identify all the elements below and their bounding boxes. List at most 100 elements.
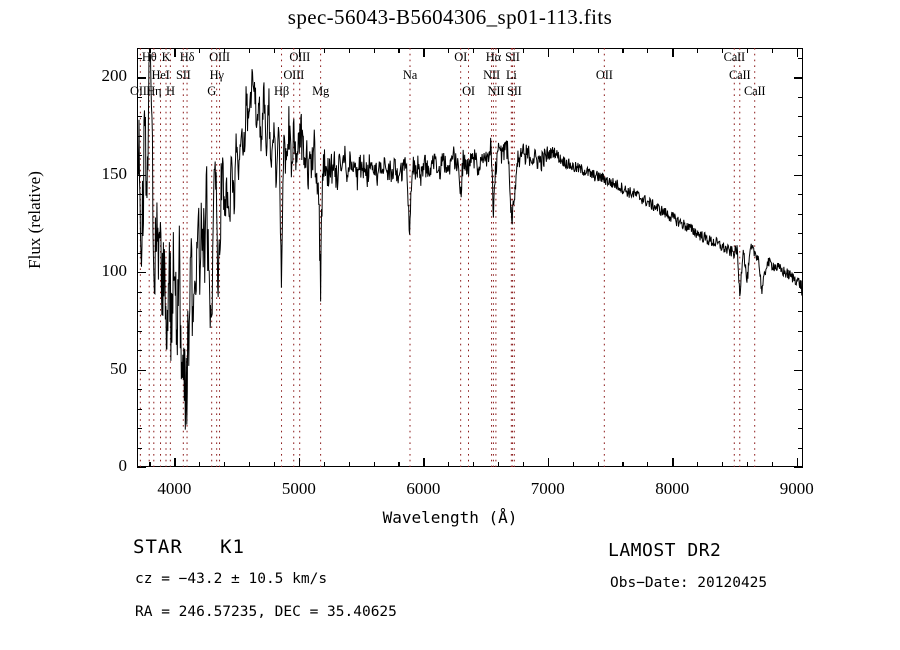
y-minor-tick-right: [798, 330, 803, 332]
line-marker-label: NII: [483, 68, 500, 82]
x-minor-tick: [522, 462, 524, 467]
x-minor-tick: [224, 462, 226, 467]
x-minor-tick: [398, 462, 400, 467]
x-minor-tick: [323, 462, 325, 467]
x-minor-tick-top: [398, 48, 400, 53]
line-marker-label: K: [161, 50, 171, 64]
y-minor-tick: [137, 116, 142, 118]
line-marker-label: H: [165, 84, 175, 98]
footer-object-class: STAR K1: [133, 536, 245, 558]
y-major-tick: [137, 272, 146, 274]
x-minor-tick-top: [572, 48, 574, 53]
x-minor-tick: [473, 462, 475, 467]
line-marker-label: Li: [505, 68, 517, 82]
footer-coordinates: RA = 246.57235, DEC = 35.40625: [135, 604, 397, 620]
y-tick-label: 50: [110, 358, 127, 378]
x-major-tick: [423, 458, 425, 467]
object-class-value: STAR: [133, 536, 183, 558]
line-marker-label: OIII: [130, 84, 151, 98]
spectrum-canvas: [137, 48, 803, 467]
y-minor-tick: [137, 447, 142, 449]
y-major-tick: [137, 174, 146, 176]
y-minor-tick: [137, 57, 142, 59]
x-minor-tick-top: [647, 48, 649, 53]
y-minor-tick: [137, 194, 142, 196]
x-minor-tick: [722, 462, 724, 467]
y-minor-tick-right: [798, 389, 803, 391]
y-minor-tick-right: [798, 57, 803, 59]
y-minor-tick-right: [798, 116, 803, 118]
line-marker-label: OI: [454, 50, 468, 64]
x-minor-tick-top: [622, 48, 624, 53]
x-minor-tick-top: [448, 48, 450, 53]
y-minor-tick: [137, 389, 142, 391]
y-minor-tick: [137, 233, 142, 235]
y-minor-tick-right: [798, 447, 803, 449]
y-minor-tick-right: [798, 233, 803, 235]
line-marker-label: OI: [462, 84, 475, 98]
y-major-tick-right: [794, 174, 803, 176]
y-minor-tick: [137, 428, 142, 430]
line-marker-label: Hδ: [179, 50, 195, 64]
x-major-tick-top: [174, 48, 176, 57]
y-minor-tick: [137, 135, 142, 137]
y-minor-tick: [137, 213, 142, 215]
line-marker-label: CaII: [723, 50, 746, 64]
footer-redshift-velocity: cz = −43.2 ± 10.5 km/s: [135, 571, 328, 587]
x-minor-tick-top: [348, 48, 350, 53]
y-minor-tick-right: [798, 155, 803, 157]
line-marker-label: G: [207, 84, 217, 98]
x-minor-tick: [572, 462, 574, 467]
x-minor-tick: [597, 462, 599, 467]
line-marker-label: CaII: [743, 84, 766, 98]
line-marker-label: OIII: [283, 68, 305, 82]
y-major-tick-right: [794, 467, 803, 469]
x-minor-tick-top: [522, 48, 524, 53]
x-minor-tick-top: [771, 48, 773, 53]
x-minor-tick: [498, 462, 500, 467]
y-major-tick: [137, 369, 146, 371]
y-tick-label: 0: [118, 456, 128, 475]
x-minor-tick: [622, 462, 624, 467]
y-minor-tick-right: [798, 135, 803, 137]
y-minor-tick: [137, 155, 142, 157]
y-major-tick-right: [794, 272, 803, 274]
x-minor-tick: [373, 462, 375, 467]
x-minor-tick-top: [199, 48, 201, 53]
y-minor-tick: [137, 96, 142, 98]
y-minor-tick: [137, 311, 142, 313]
x-minor-tick: [348, 462, 350, 467]
line-marker-label: OIII: [289, 50, 311, 64]
footer-observation-date: Obs−Date: 20120425: [610, 575, 768, 591]
x-minor-tick-top: [473, 48, 475, 53]
x-major-tick-top: [547, 48, 550, 57]
y-minor-tick-right: [798, 408, 803, 410]
x-major-tick: [672, 458, 674, 467]
y-minor-tick-right: [798, 213, 803, 215]
y-minor-tick-right: [798, 194, 803, 196]
x-minor-tick: [273, 462, 276, 467]
line-marker-label: Mg: [312, 84, 330, 98]
page-title: spec-56043-B5604306_sp01-113.fits: [287, 5, 613, 29]
y-tick-label: 100: [101, 261, 128, 281]
x-major-tick-top: [672, 48, 674, 57]
line-marker-label: HeI: [151, 68, 170, 82]
x-minor-tick-top: [224, 48, 226, 53]
x-tick-label: 9000: [779, 479, 814, 498]
line-marker-label: Hβ: [274, 84, 290, 98]
x-minor-tick-top: [273, 48, 276, 53]
x-minor-tick: [697, 462, 699, 467]
x-major-tick: [547, 458, 550, 467]
x-minor-tick: [448, 462, 450, 467]
x-minor-tick-top: [597, 48, 599, 53]
y-major-tick: [137, 77, 146, 79]
x-minor-tick-top: [746, 48, 749, 53]
y-minor-tick: [137, 408, 142, 410]
y-axis-title: Flux (relative): [25, 171, 44, 269]
line-marker-label: SII: [506, 84, 522, 98]
y-minor-tick: [137, 252, 142, 254]
x-tick-label: 7000: [530, 479, 565, 498]
y-minor-tick-right: [798, 428, 803, 430]
x-minor-tick-top: [149, 48, 151, 53]
